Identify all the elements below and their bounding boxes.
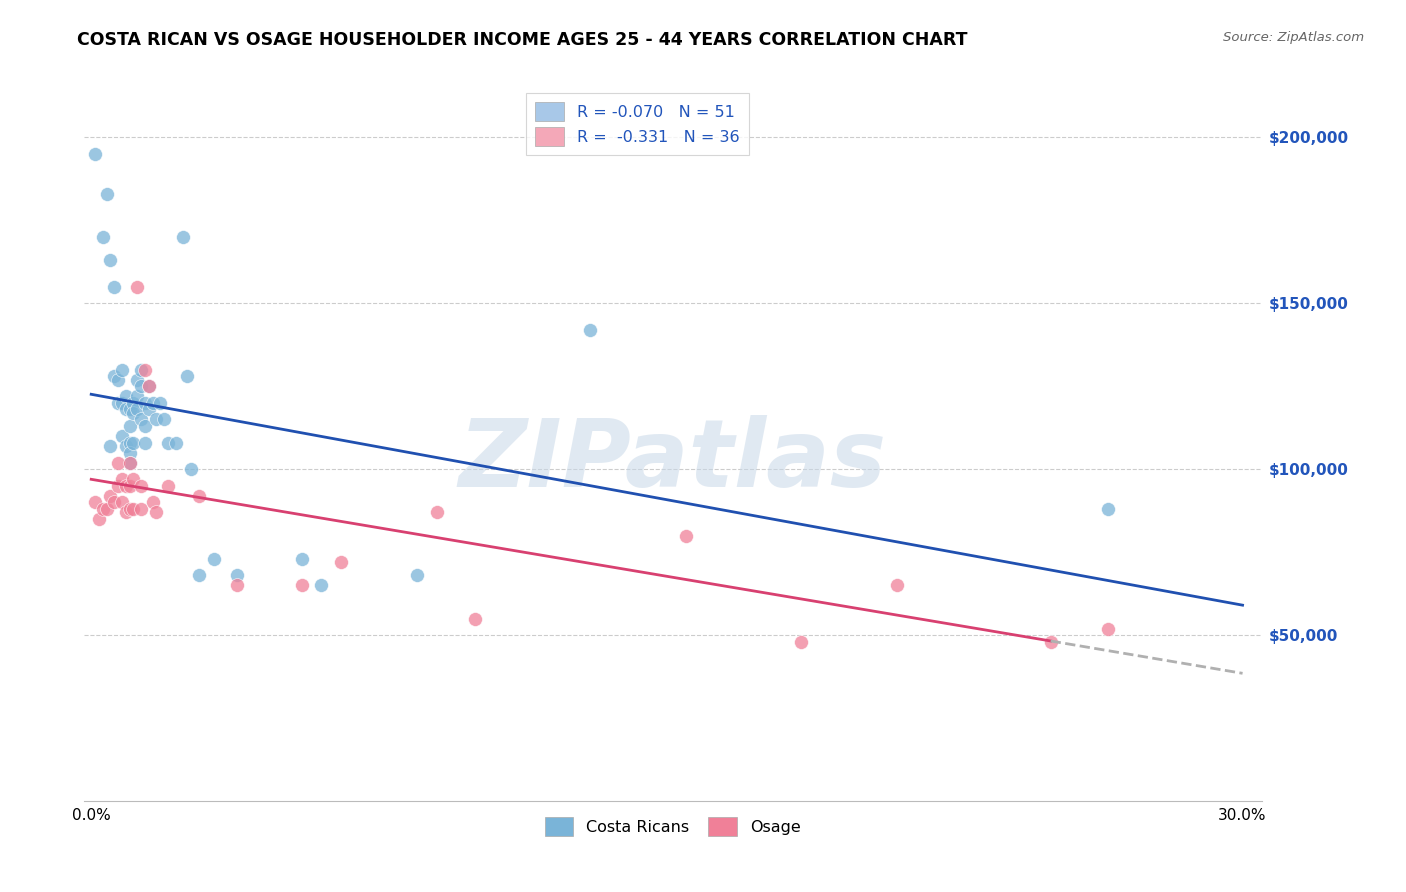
- Point: [187, 489, 209, 503]
- Point: [118, 419, 141, 434]
- Point: [187, 568, 209, 582]
- Point: [96, 502, 118, 516]
- Point: [118, 502, 141, 516]
- Point: [790, 635, 813, 649]
- Point: [165, 435, 187, 450]
- Point: [579, 323, 602, 337]
- Point: [426, 505, 449, 519]
- Point: [118, 445, 141, 459]
- Point: [114, 479, 136, 493]
- Point: [145, 505, 167, 519]
- Point: [156, 435, 179, 450]
- Point: [291, 578, 314, 592]
- Point: [103, 369, 125, 384]
- Point: [91, 502, 114, 516]
- Point: [114, 389, 136, 403]
- Point: [111, 429, 134, 443]
- Point: [138, 379, 160, 393]
- Point: [114, 402, 136, 417]
- Point: [118, 402, 141, 417]
- Point: [103, 279, 125, 293]
- Point: [107, 396, 129, 410]
- Point: [103, 495, 125, 509]
- Point: [107, 479, 129, 493]
- Point: [91, 229, 114, 244]
- Point: [226, 578, 249, 592]
- Point: [111, 495, 134, 509]
- Point: [129, 362, 152, 376]
- Text: Source: ZipAtlas.com: Source: ZipAtlas.com: [1223, 31, 1364, 45]
- Point: [118, 456, 141, 470]
- Point: [149, 396, 172, 410]
- Point: [129, 479, 152, 493]
- Point: [111, 396, 134, 410]
- Point: [1097, 502, 1119, 516]
- Point: [291, 552, 314, 566]
- Point: [134, 435, 156, 450]
- Point: [100, 439, 122, 453]
- Point: [134, 362, 156, 376]
- Point: [138, 379, 160, 393]
- Point: [122, 396, 145, 410]
- Point: [406, 568, 429, 582]
- Point: [145, 412, 167, 426]
- Point: [142, 495, 165, 509]
- Point: [129, 502, 152, 516]
- Point: [118, 435, 141, 450]
- Point: [122, 502, 145, 516]
- Point: [122, 406, 145, 420]
- Point: [127, 402, 149, 417]
- Point: [464, 612, 486, 626]
- Point: [111, 472, 134, 486]
- Point: [118, 456, 141, 470]
- Point: [329, 555, 352, 569]
- Point: [127, 389, 149, 403]
- Point: [107, 456, 129, 470]
- Point: [84, 495, 107, 509]
- Point: [202, 552, 225, 566]
- Text: COSTA RICAN VS OSAGE HOUSEHOLDER INCOME AGES 25 - 44 YEARS CORRELATION CHART: COSTA RICAN VS OSAGE HOUSEHOLDER INCOME …: [77, 31, 967, 49]
- Point: [886, 578, 908, 592]
- Point: [84, 146, 107, 161]
- Point: [153, 412, 176, 426]
- Point: [96, 186, 118, 201]
- Legend: Costa Ricans, Osage: Costa Ricans, Osage: [537, 809, 808, 844]
- Point: [122, 435, 145, 450]
- Point: [134, 419, 156, 434]
- Point: [142, 396, 165, 410]
- Point: [138, 402, 160, 417]
- Point: [114, 505, 136, 519]
- Point: [111, 362, 134, 376]
- Text: ZIPatlas: ZIPatlas: [458, 415, 887, 507]
- Point: [1039, 635, 1062, 649]
- Point: [127, 373, 149, 387]
- Point: [127, 279, 149, 293]
- Point: [129, 379, 152, 393]
- Point: [118, 479, 141, 493]
- Point: [226, 568, 249, 582]
- Point: [1097, 622, 1119, 636]
- Point: [156, 479, 179, 493]
- Point: [122, 472, 145, 486]
- Point: [100, 489, 122, 503]
- Point: [675, 528, 697, 542]
- Point: [311, 578, 333, 592]
- Point: [172, 229, 194, 244]
- Point: [134, 396, 156, 410]
- Point: [180, 462, 202, 476]
- Point: [87, 512, 110, 526]
- Point: [100, 253, 122, 268]
- Point: [176, 369, 198, 384]
- Point: [129, 412, 152, 426]
- Point: [114, 439, 136, 453]
- Point: [107, 373, 129, 387]
